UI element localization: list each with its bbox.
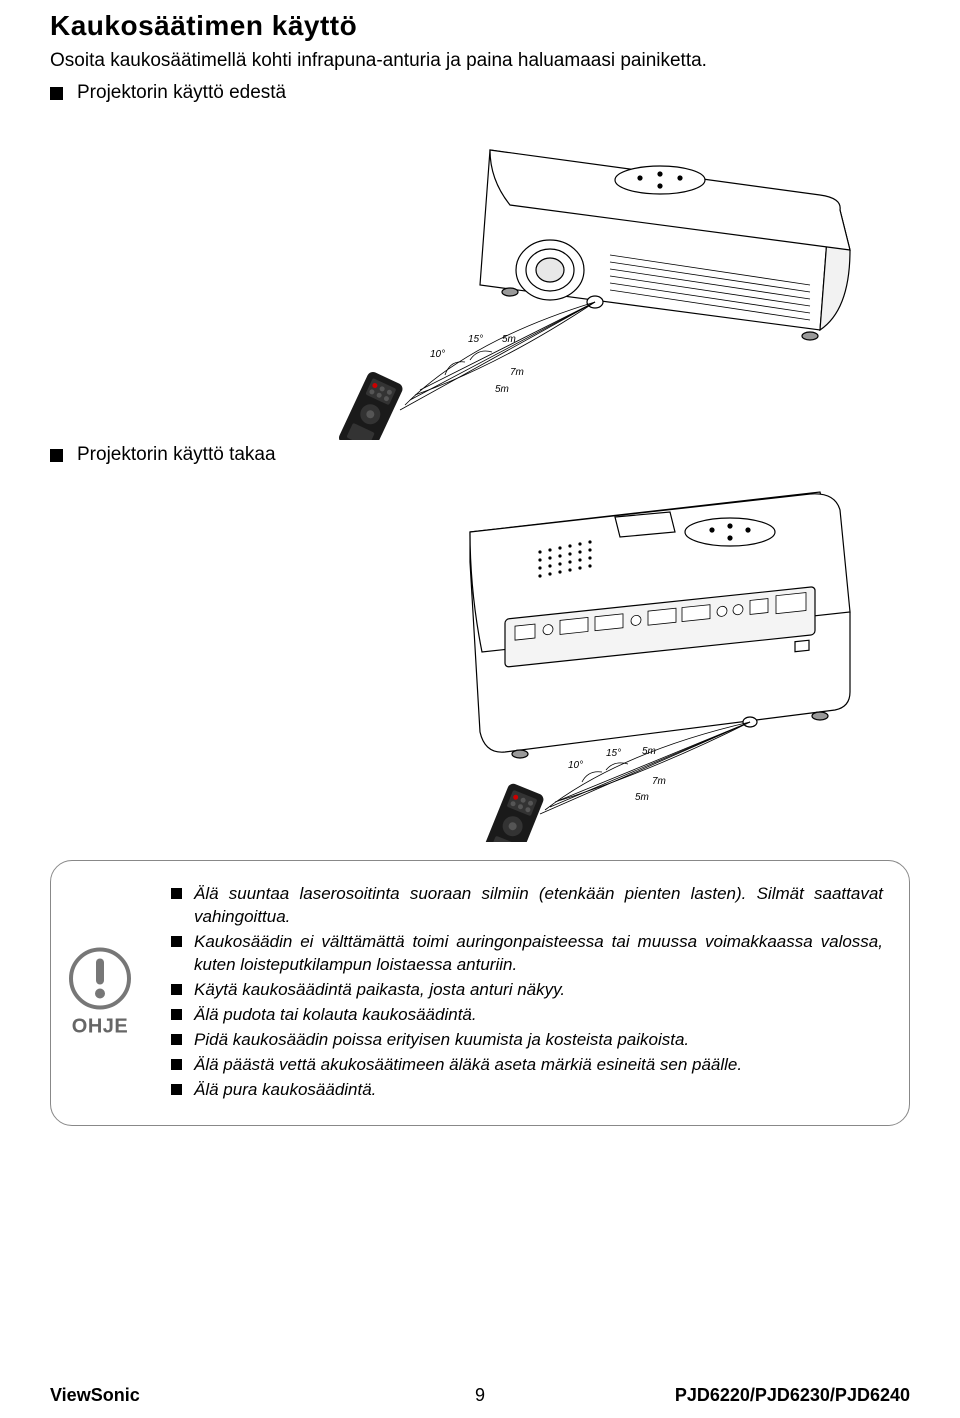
distance-label: 7m: [510, 367, 524, 378]
projector-rear-icon: [470, 492, 850, 758]
projector-front-icon: [480, 150, 850, 340]
ohje-callout: OHJE Älä suuntaa laserosoitinta suoraan …: [50, 860, 910, 1126]
distance-label: 7m: [652, 776, 666, 787]
section1-heading: Projektorin käyttö edestä: [50, 82, 910, 104]
remote-icon: [337, 370, 404, 440]
section2-heading: Projektorin käyttö takaa: [50, 444, 910, 466]
angle-label: 10°: [430, 349, 445, 360]
footer-page-number: 9: [50, 1385, 910, 1406]
angle-label: 15°: [606, 748, 621, 759]
square-bullet-icon: [50, 449, 63, 462]
square-bullet-icon: [171, 1084, 182, 1095]
page-footer: ViewSonic 9 PJD6220/PJD6230/PJD6240: [50, 1385, 910, 1406]
square-bullet-icon: [171, 936, 182, 947]
square-bullet-icon: [50, 87, 63, 100]
square-bullet-icon: [171, 984, 182, 995]
exclamation-icon: [69, 948, 131, 1010]
angle-label: 10°: [568, 760, 583, 771]
ohje-list: Älä suuntaa laserosoitinta suoraan silmi…: [171, 883, 883, 1101]
angle-label: 15°: [468, 334, 483, 345]
list-item: Älä päästä vettä akukosäätimeen äläkä as…: [171, 1054, 883, 1077]
distance-label: 5m: [495, 384, 509, 395]
ohje-label: OHJE: [69, 1016, 131, 1039]
list-item: Älä suuntaa laserosoitinta suoraan silmi…: [171, 883, 883, 929]
page-title: Kaukosäätimen käyttö: [50, 10, 910, 42]
distance-label: 5m: [642, 746, 656, 757]
distance-label: 5m: [635, 792, 649, 803]
square-bullet-icon: [171, 888, 182, 899]
list-item: Älä pudota tai kolauta kaukosäädintä.: [171, 1004, 883, 1027]
figure-front: 10° 15° 5m 7m 5m: [50, 110, 910, 440]
intro-text: Osoita kaukosäätimellä kohti infrapuna-a…: [50, 50, 910, 72]
list-item: Kaukosäädin ei välttämättä toimi auringo…: [171, 931, 883, 977]
section2-label: Projektorin käyttö takaa: [77, 444, 276, 466]
figure-rear: 10° 15° 5m 7m 5m: [50, 472, 910, 842]
list-item: Älä pura kaukosäädintä.: [171, 1079, 883, 1102]
list-item: Käytä kaukosäädintä paikasta, josta antu…: [171, 979, 883, 1002]
section1-label: Projektorin käyttö edestä: [77, 82, 286, 104]
distance-label: 5m: [502, 334, 516, 345]
ohje-badge: OHJE: [69, 948, 131, 1039]
remote-icon: [481, 782, 545, 842]
list-item: Pidä kaukosäädin poissa erityisen kuumis…: [171, 1029, 883, 1052]
square-bullet-icon: [171, 1059, 182, 1070]
square-bullet-icon: [171, 1009, 182, 1020]
square-bullet-icon: [171, 1034, 182, 1045]
